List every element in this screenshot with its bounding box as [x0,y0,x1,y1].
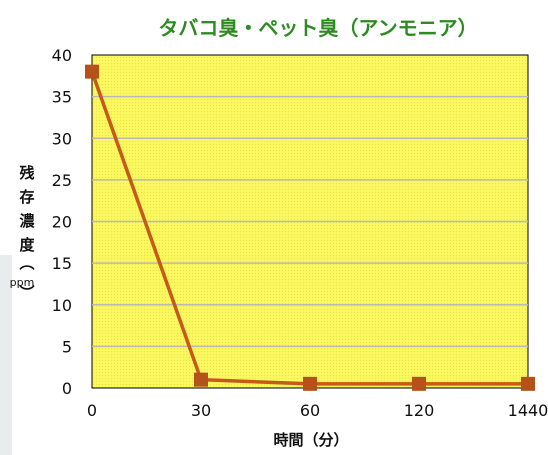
data-point-marker [194,372,208,387]
y-axis-label-char: 残 [19,164,34,182]
y-tick-label: 20 [52,213,72,232]
y-axis-label-unit: ppm [10,276,35,289]
data-point-marker [521,376,535,391]
data-point-marker [85,64,99,79]
data-point-marker [412,376,426,391]
y-axis-label-paren-open: ︵ [18,254,34,272]
side-panel [0,255,12,455]
x-tick-label: 60 [300,401,320,420]
y-tick-label: 10 [52,296,72,315]
x-tick-label: 0 [87,401,97,420]
y-tick-label: 15 [52,254,72,273]
y-tick-label: 25 [52,171,72,190]
x-tick-label: 120 [404,401,435,420]
y-axis-label-char: 濃 [19,212,35,230]
y-tick-label: 5 [62,337,72,356]
y-tick-label: 30 [52,129,72,148]
chart-title: タバコ臭・ペット臭（アンモニア） [158,16,477,40]
y-tick-label: 40 [52,46,72,65]
y-axis-label-char: 度 [19,236,35,254]
y-tick-label: 0 [62,379,72,398]
x-axis-ticks: 0 30 60 120 1440 [87,401,548,420]
series [85,64,535,391]
y-axis-label-char: 存 [19,188,34,206]
x-tick-label: 30 [191,401,211,420]
data-point-marker [303,376,317,391]
grid [92,95,528,348]
x-axis-label: 時間（分） [273,431,348,449]
x-tick-label: 1440 [508,401,548,420]
y-axis-label-paren-close: ︶ [18,284,34,302]
y-axis-ticks: 0 5 10 15 20 25 30 35 40 [52,46,72,398]
y-tick-label: 35 [52,88,72,107]
